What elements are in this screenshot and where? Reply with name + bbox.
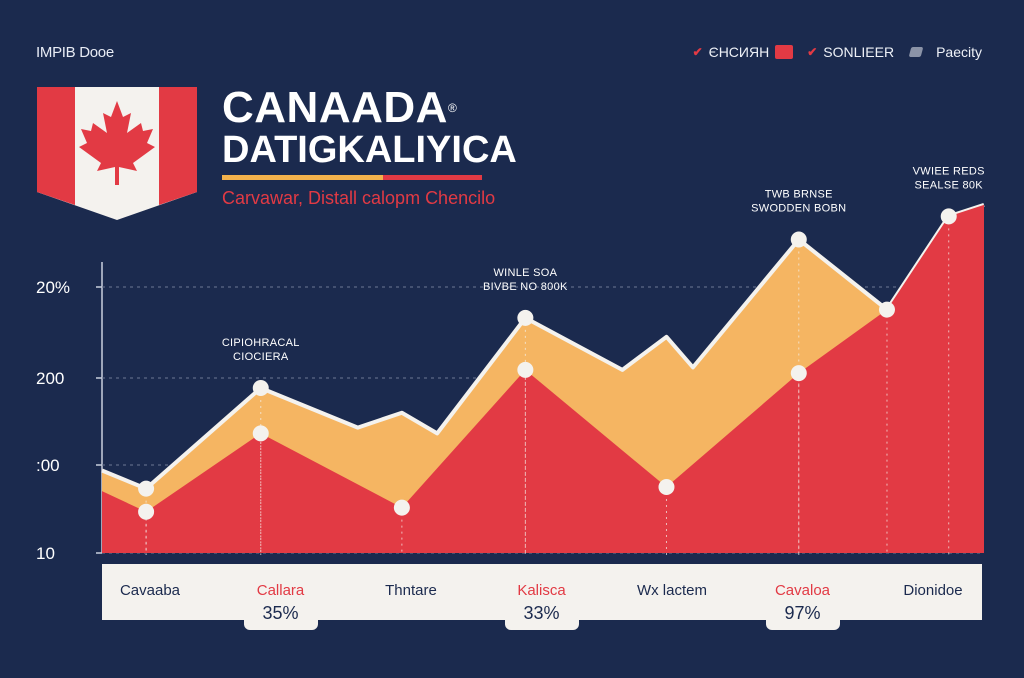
annotation-label: SEALSE 80K xyxy=(915,179,984,191)
annotation-label: VWIEE REDS xyxy=(913,165,985,177)
y-tick-label: 20% xyxy=(36,278,70,297)
series-line-0 xyxy=(101,202,985,491)
legend-item-1: ✔ SONLIEER xyxy=(807,44,924,60)
data-point xyxy=(940,208,957,225)
legend-swatch-red xyxy=(775,45,794,59)
data-point xyxy=(138,480,155,497)
category-value: 33% xyxy=(504,596,579,630)
y-tick-label: 10 xyxy=(36,544,55,563)
data-point xyxy=(658,479,675,495)
title-underline xyxy=(222,175,482,180)
annotation-label: TWB BRNSE xyxy=(765,189,833,201)
data-point xyxy=(790,365,807,382)
page-subtitle: Carvawar, Distall calopm Chencilo xyxy=(222,188,496,208)
y-tick-label: :00 xyxy=(36,456,60,475)
annotation-label: CIOCIERA xyxy=(233,351,289,363)
category-label: Callara xyxy=(256,582,305,599)
data-point xyxy=(878,301,895,318)
legend: ✔ ЄНСИЯН ✔ SONLIEER Paecity xyxy=(693,44,982,60)
category-label: Kalisca xyxy=(517,582,566,599)
series-area-1 xyxy=(102,204,984,553)
legend-item-2: Paecity xyxy=(936,44,982,60)
top-left-tag: IMPIB Dooe xyxy=(36,44,114,61)
category-value: 97% xyxy=(765,596,840,630)
category-label: Dionidoe xyxy=(903,582,963,599)
data-point xyxy=(252,425,269,442)
category-label: Thntare xyxy=(385,582,437,599)
title-line-1: CANAADA xyxy=(222,83,448,132)
annotation-label: CIPIOHRACAL xyxy=(222,337,300,349)
legend-label: ЄНСИЯН xyxy=(708,44,770,60)
legend-check-icon: ✔ xyxy=(692,45,703,59)
data-point xyxy=(517,309,534,326)
canada-flag-icon xyxy=(37,87,197,220)
page-title-line-2: DATIGKALIYICA xyxy=(222,129,517,171)
data-point xyxy=(790,231,807,248)
category-label: Cavaaba xyxy=(119,582,181,599)
annotation-label: WINLE SOA xyxy=(493,267,557,279)
y-tick-label: 200 xyxy=(36,369,64,388)
data-point xyxy=(252,380,269,396)
page-title: CANAADA® xyxy=(222,86,457,130)
data-point xyxy=(138,503,155,520)
category-value: 35% xyxy=(243,596,318,630)
legend-label: SONLIEER xyxy=(823,44,895,60)
annotation-label: BIVBE NO 800K xyxy=(483,281,568,293)
data-point xyxy=(517,361,534,378)
category-label: Cavaloa xyxy=(774,582,831,599)
registered-mark: ® xyxy=(447,101,458,115)
annotation-label: SWODDEN BOBN xyxy=(751,203,846,215)
data-point xyxy=(393,499,410,516)
legend-label: Paecity xyxy=(936,44,982,60)
legend-item-0: ✔ ЄНСИЯН xyxy=(693,44,794,60)
legend-check-icon: ✔ xyxy=(807,45,818,59)
category-label: Wx lactem xyxy=(636,582,707,599)
